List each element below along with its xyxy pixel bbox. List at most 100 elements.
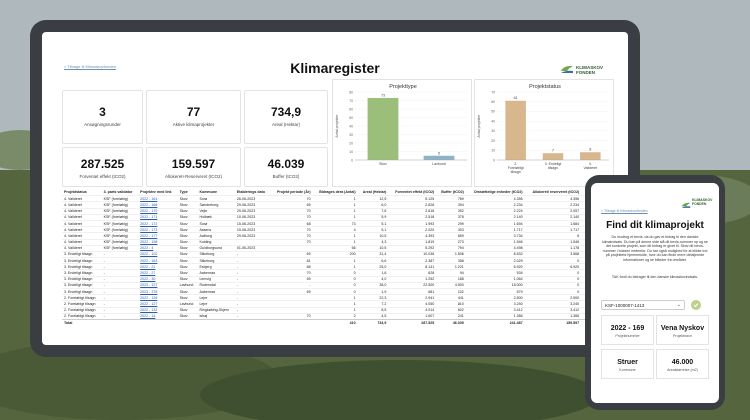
project-link[interactable]: 2023 - 127 bbox=[138, 281, 178, 289]
logo-icon bbox=[561, 65, 573, 73]
table-cell: Lemvig bbox=[197, 275, 235, 283]
table-cell: Esbjerg bbox=[197, 263, 235, 270]
table-cell: 1.221 bbox=[436, 263, 466, 270]
table-cell bbox=[270, 294, 313, 301]
total-cell bbox=[197, 318, 235, 326]
table-cell: 0 bbox=[312, 288, 358, 295]
project-link[interactable]: 2022 - 173 bbox=[138, 226, 178, 233]
certificate-select[interactable]: KSF-1000007-1413 ⌄ bbox=[601, 300, 685, 310]
table-cell: Skov bbox=[177, 207, 198, 215]
project-link[interactable]: 2022 - 170 bbox=[138, 207, 178, 215]
table-cell: 628 bbox=[388, 269, 437, 277]
table-cell: 0 bbox=[524, 288, 582, 295]
table-cell: 3. Endeligt tilsagn bbox=[62, 269, 102, 277]
y-tick-label: 60 bbox=[491, 100, 495, 104]
project-link[interactable]: 2022 - 132 bbox=[138, 306, 178, 314]
table-cell: KSF (foreløbig) bbox=[101, 219, 139, 227]
project-link[interactable]: 2022 - 161 bbox=[138, 195, 178, 202]
project-link[interactable]: 2022 - 30 bbox=[138, 275, 178, 283]
column-header[interactable]: Projektstatus bbox=[64, 190, 87, 194]
project-link[interactable]: 2022 - 127 bbox=[138, 300, 178, 308]
table-cell: - bbox=[234, 306, 271, 314]
kpi-buffer: 46.039 Buffer (tCO2) bbox=[244, 147, 328, 187]
table-cell: 3. Endeligt tilsagn bbox=[62, 263, 102, 270]
table-cell: 3. Endeligt tilsagn bbox=[62, 257, 102, 264]
table-cell: 3. Endeligt tilsagn bbox=[62, 275, 102, 283]
column-header[interactable]: Allokeret/ reserveret (tCO2) bbox=[532, 190, 580, 194]
chart-projektstatus: Projektstatus Antal projekter 0 10 20 30 40 50 6… bbox=[474, 79, 614, 187]
table-cell: 29-06-2023 bbox=[234, 201, 271, 209]
column-header[interactable]: Type bbox=[179, 190, 188, 194]
column-header[interactable]: Bidrages dera (Antal) bbox=[319, 190, 356, 194]
kpi-value: 734,9 bbox=[270, 105, 302, 119]
table-cell: Aabenraa bbox=[197, 288, 235, 295]
table-cell: 2.057 bbox=[524, 207, 582, 215]
table-cell: 0 bbox=[312, 275, 358, 283]
project-link[interactable]: 2022 - 172 bbox=[138, 219, 178, 227]
table-cell: 2.941 bbox=[388, 294, 437, 301]
card-projektnummer: 2022 - 169 Projektnummer bbox=[601, 315, 654, 345]
table-total-row: Total 410 734,9 287.525 46.039 241.487 159.597… bbox=[62, 318, 612, 326]
card-value: 46.000 bbox=[671, 359, 694, 366]
table-cell: Holbæk bbox=[197, 213, 235, 221]
back-link[interactable]: < Tilbage til Klimaskovfonden bbox=[64, 64, 116, 69]
table-cell: Guldborgsund bbox=[197, 244, 235, 252]
table-cell: Skov bbox=[177, 201, 198, 209]
project-link[interactable]: 2022 - 27 bbox=[138, 269, 178, 277]
column-header[interactable]: Buffer (tCO2) bbox=[441, 190, 464, 194]
column-header[interactable]: Forventet effekt (tCO2) bbox=[395, 190, 435, 194]
bar bbox=[367, 97, 399, 160]
column-header[interactable]: Etablerings dato bbox=[236, 190, 266, 194]
table-cell: 4. Valideret bbox=[62, 195, 102, 202]
table-cell: 358 bbox=[436, 257, 466, 264]
y-tick-label: 30 bbox=[491, 129, 495, 133]
project-link[interactable]: 2022 - 21 bbox=[138, 263, 178, 270]
table-cell: 1.366 bbox=[524, 312, 582, 320]
kpi-value: 46.039 bbox=[267, 157, 305, 171]
table-cell: - bbox=[101, 257, 139, 264]
column-header[interactable]: Omsættelige enheder (tCO2) bbox=[473, 190, 523, 194]
table-cell: 22,3 bbox=[357, 294, 389, 301]
column-header[interactable]: 3. parts validator bbox=[103, 190, 133, 194]
table-row: 4. Valideret KSF (foreløbig) 2022 - 4 Skov G… bbox=[62, 244, 612, 252]
project-link[interactable]: 2022 - 168 bbox=[138, 201, 178, 209]
project-link[interactable]: 2022 - 163 bbox=[138, 257, 178, 264]
logo: KLIMASKOV FONDEN bbox=[560, 62, 606, 80]
column-header[interactable]: Projekt periode (År) bbox=[277, 190, 311, 194]
table-cell: 10,5 bbox=[357, 244, 389, 252]
card-kommune: Struer Kommune bbox=[601, 349, 654, 379]
column-header[interactable]: Kommune bbox=[199, 190, 218, 194]
table-cell: 69 bbox=[270, 275, 313, 283]
project-link[interactable]: 2022 - 14 bbox=[138, 312, 178, 320]
table-cell: 10-06-2023 bbox=[234, 213, 271, 221]
y-tick-label: 0 bbox=[351, 158, 353, 162]
table-cell: Silkeborg bbox=[197, 250, 235, 258]
phone-thanks: TAK fordi du bidrager til den danske kli… bbox=[611, 275, 699, 279]
table-cell: 7,2 bbox=[357, 300, 389, 308]
card-arealstorrelse: 46.000 Arealstørrelse (m2) bbox=[656, 349, 709, 379]
project-link[interactable]: 2022 - 126 bbox=[138, 294, 178, 301]
project-link[interactable]: 2022 - 177 bbox=[138, 232, 178, 240]
table-cell: 303 bbox=[436, 226, 466, 233]
card-value: Vena Nyskov bbox=[660, 325, 705, 332]
table-cell: 2. Foreløbigt tilsagn bbox=[62, 306, 102, 314]
table-cell: - bbox=[234, 275, 271, 283]
project-link[interactable]: 2022 - 198 bbox=[138, 238, 178, 246]
phone-back-link[interactable]: < Tilbage til Klimaskovfonden bbox=[601, 209, 648, 213]
project-link[interactable]: 2022 - 102 bbox=[138, 250, 178, 258]
phone-logo: KLIMASKOV FONDEN bbox=[681, 197, 715, 209]
table-cell: - bbox=[101, 300, 139, 308]
column-header[interactable]: Projektnr med link bbox=[140, 190, 172, 194]
kpi-forventet-effekt: 287.525 Forventet effekt (tCO2) bbox=[62, 147, 143, 187]
card-label: Arealstørrelse (m2) bbox=[667, 368, 698, 372]
phone-screen: KLIMASKOV FONDEN < Tilbage til Klimaskov… bbox=[591, 183, 719, 403]
table-cell: 4. Valideret bbox=[62, 201, 102, 209]
table-cell: 70 bbox=[270, 213, 313, 221]
table-cell: 2.387 bbox=[388, 257, 437, 264]
project-link[interactable]: 2023 - 378 bbox=[138, 288, 178, 295]
project-link[interactable]: 2022 - 171 bbox=[138, 213, 178, 221]
table-cell: 810 bbox=[436, 300, 466, 308]
column-header[interactable]: Areal (Hektar) bbox=[362, 190, 387, 194]
table-cell: - bbox=[101, 281, 139, 289]
project-link[interactable]: 2022 - 4 bbox=[138, 244, 178, 252]
